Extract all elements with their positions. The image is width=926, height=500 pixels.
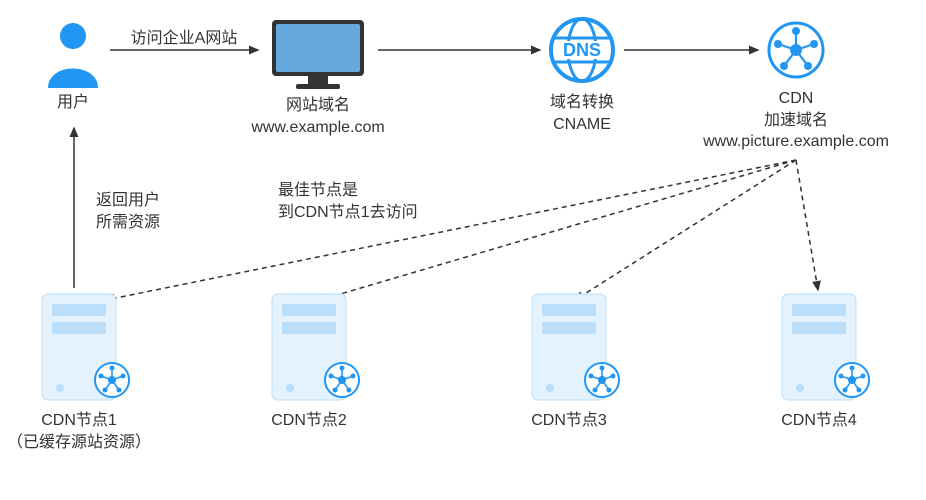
edge-s1-user-label: 返回用户 所需资源 (96, 190, 160, 233)
cdn-label-2: 加速域名 (764, 112, 828, 129)
website-label: 网站域名 www.example.com (251, 95, 384, 138)
server1-label: CDN节点1 （已缓存源站资源） (7, 410, 151, 453)
dns-globe-icon: DNS (548, 16, 616, 84)
user-label-text: 用户 (57, 94, 89, 111)
server4-label: CDN节点4 (781, 410, 857, 432)
user-label: 用户 (57, 92, 89, 114)
cdn-hub-icon (766, 20, 826, 80)
best-node-2: 到CDN节点1去访问 (278, 204, 418, 221)
server2-label-1: CDN节点2 (271, 412, 347, 429)
server1-label-1: CDN节点1 (41, 412, 117, 429)
server-icon-1 (40, 292, 132, 402)
edge-cdn-to-s4 (796, 160, 818, 290)
user-icon (44, 20, 102, 88)
website-label-2: www.example.com (251, 119, 384, 136)
server2-label: CDN节点2 (271, 410, 347, 432)
cdn-label-1: CDN (779, 90, 814, 107)
server3-label: CDN节点3 (531, 410, 607, 432)
best-node-1: 最佳节点是 (278, 182, 358, 199)
monitor-icon (270, 18, 366, 90)
edge-cdn-to-s3 (575, 160, 796, 300)
server-icon-4 (780, 292, 872, 402)
dns-label-2: CNAME (553, 116, 611, 133)
cdn-label: CDN 加速域名 www.picture.example.com (703, 88, 889, 153)
server1-label-2: （已缓存源站资源） (7, 434, 151, 451)
edge-s1-user-2: 所需资源 (96, 214, 160, 231)
cdn-label-3: www.picture.example.com (703, 133, 889, 150)
best-node-annotation: 最佳节点是 到CDN节点1去访问 (278, 180, 418, 223)
server-icon-2 (270, 292, 362, 402)
svg-text:DNS: DNS (563, 40, 601, 60)
edge-s1-user-1: 返回用户 (96, 192, 160, 209)
server3-label-1: CDN节点3 (531, 412, 607, 429)
dns-label-1: 域名转换 (550, 94, 614, 111)
edge-user-website-text: 访问企业A网站 (131, 30, 238, 47)
edge-user-website-label: 访问企业A网站 (131, 28, 238, 50)
server4-label-1: CDN节点4 (781, 412, 857, 429)
server-icon-3 (530, 292, 622, 402)
edge-cdn-to-s1 (106, 160, 796, 300)
website-label-1: 网站域名 (286, 97, 350, 114)
dns-label: 域名转换 CNAME (550, 92, 614, 135)
